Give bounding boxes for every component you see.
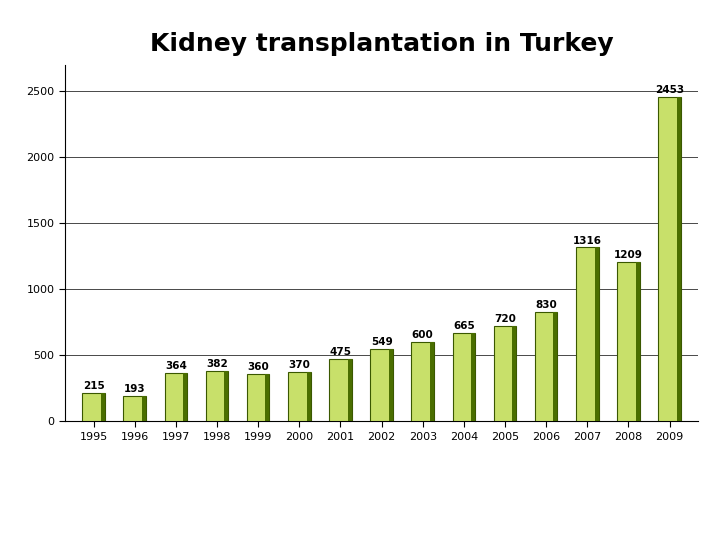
Bar <box>595 247 598 421</box>
Bar <box>183 373 187 421</box>
Bar <box>471 333 475 421</box>
Text: 1316: 1316 <box>573 235 602 246</box>
Bar <box>206 371 228 421</box>
Bar <box>677 97 681 421</box>
Text: 549: 549 <box>371 337 392 347</box>
Bar <box>142 396 146 421</box>
Bar <box>307 373 310 421</box>
Text: 360: 360 <box>247 362 269 372</box>
Text: 720: 720 <box>494 314 516 324</box>
Bar <box>535 312 557 421</box>
Bar <box>348 359 352 421</box>
Bar <box>266 374 269 421</box>
Text: 364: 364 <box>165 361 186 371</box>
Text: 193: 193 <box>124 384 145 394</box>
Bar <box>329 359 352 421</box>
Text: 2011-2012-2013-2014-2015: 3000: 2011-2012-2013-2014-2015: 3000 <box>202 500 518 517</box>
Bar <box>512 326 516 421</box>
Bar <box>82 393 105 421</box>
Text: 665: 665 <box>453 321 474 332</box>
Text: 382: 382 <box>206 359 228 369</box>
Bar <box>123 396 146 421</box>
Bar <box>453 333 475 421</box>
Bar <box>224 371 228 421</box>
Bar <box>389 349 393 421</box>
Text: 2453: 2453 <box>655 85 684 96</box>
Bar <box>658 97 681 421</box>
Title: Kidney transplantation in Turkey: Kidney transplantation in Turkey <box>150 32 613 56</box>
Bar <box>636 261 640 421</box>
Text: 1209: 1209 <box>614 249 643 260</box>
Text: 215: 215 <box>83 381 104 391</box>
Bar <box>617 261 640 421</box>
Bar <box>101 393 105 421</box>
Bar <box>554 312 557 421</box>
Bar <box>430 342 434 421</box>
Bar <box>288 373 310 421</box>
Bar <box>494 326 516 421</box>
Text: 2010: 2500: 2010: 2500 <box>307 455 413 473</box>
Text: 370: 370 <box>289 360 310 370</box>
Text: 830: 830 <box>535 300 557 309</box>
Bar <box>247 374 269 421</box>
Bar <box>576 247 598 421</box>
Text: 600: 600 <box>412 330 433 340</box>
Bar <box>411 342 434 421</box>
Text: 475: 475 <box>330 347 351 356</box>
Bar <box>370 349 393 421</box>
Bar <box>165 373 187 421</box>
